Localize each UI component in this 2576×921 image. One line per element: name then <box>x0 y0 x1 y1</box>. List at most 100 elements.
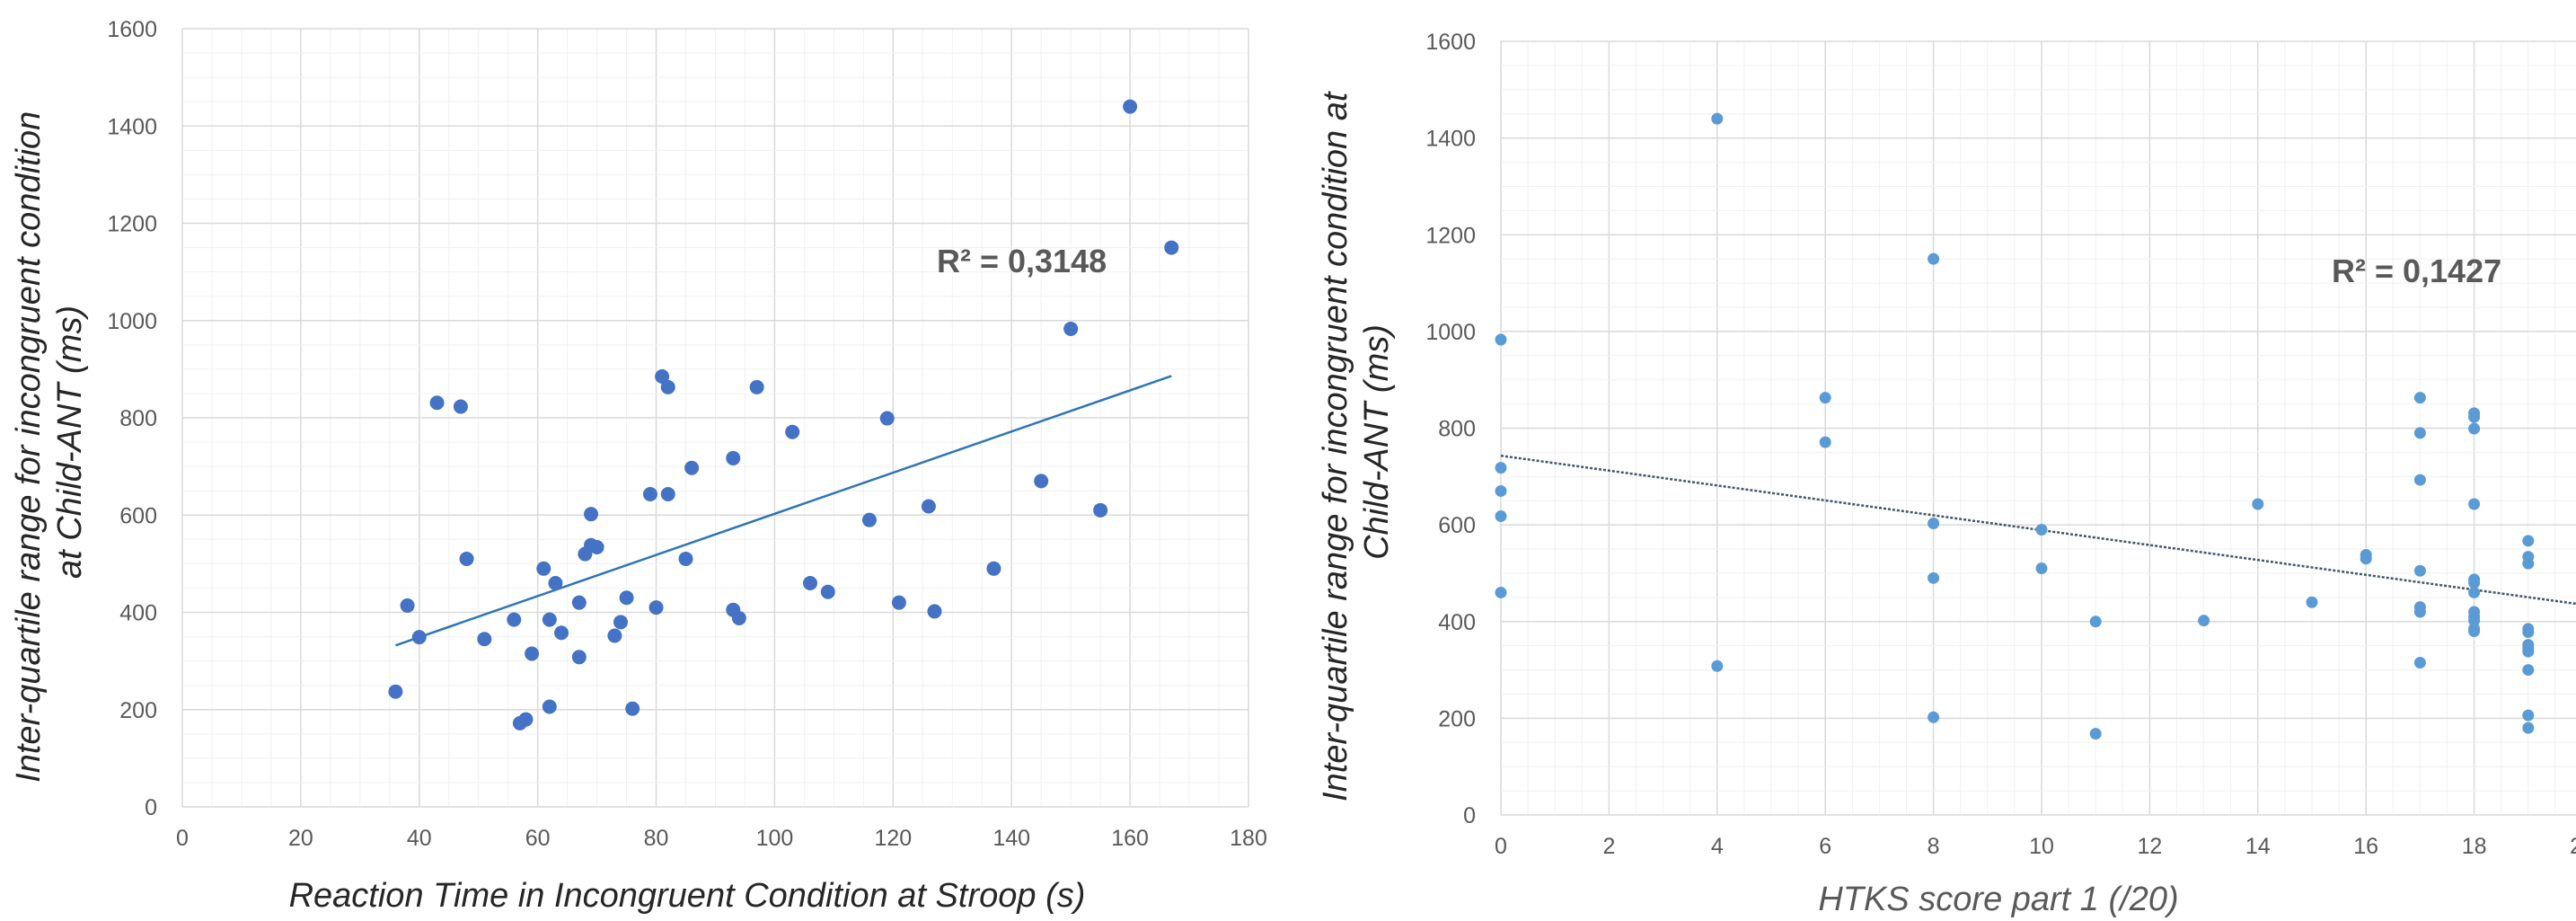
data-point <box>1928 711 1940 723</box>
x-tick-label: 140 <box>992 826 1030 851</box>
gridlines <box>1500 40 2576 816</box>
y-tick-label: 1600 <box>107 17 157 42</box>
x-tick-label: 0 <box>176 826 189 851</box>
data-point <box>2198 615 2210 627</box>
data-points <box>388 99 1179 731</box>
scatter-chart-stroop: Reaction Time in Incongruent Condition a… <box>10 17 1267 915</box>
data-point <box>2413 564 2426 577</box>
data-point <box>642 486 657 501</box>
data-point <box>388 684 403 699</box>
data-point <box>660 486 675 501</box>
x-tick-label: 4 <box>1711 834 1724 859</box>
data-point <box>1928 518 1940 530</box>
data-point <box>986 561 1001 576</box>
data-point <box>1711 660 1724 672</box>
data-point <box>731 610 746 625</box>
x-tick-label: 12 <box>2137 834 2162 859</box>
data-point <box>507 612 522 627</box>
x-tick-label: 40 <box>407 826 432 851</box>
data-point <box>429 395 445 411</box>
y-axis-title-line-1: Inter-quartile range for incongruent con… <box>10 111 48 783</box>
data-point <box>536 561 551 576</box>
data-point <box>2468 411 2481 423</box>
x-tick-label: 16 <box>2353 834 2378 859</box>
data-point <box>400 598 415 613</box>
data-point <box>548 576 563 591</box>
x-tick-label: 14 <box>2245 834 2271 859</box>
x-axis-title: Reaction Time in Incongruent Condition a… <box>289 877 1086 915</box>
y-axis-title-line-1: Inter-quartile range for incongruent con… <box>1317 91 1354 801</box>
data-point <box>1819 436 1831 448</box>
data-point <box>2413 606 2426 618</box>
y-tick-label: 600 <box>119 503 157 528</box>
data-point <box>518 712 534 727</box>
data-point <box>571 650 587 665</box>
x-tick-label: 0 <box>1495 834 1507 859</box>
data-point <box>2413 474 2426 486</box>
y-axis-title-line-2: Child-ANT (ms) <box>1358 324 1396 560</box>
y-axis-title-line-2: at Child-ANT (ms) <box>51 306 89 579</box>
data-point <box>879 411 895 426</box>
x-tick-label: 10 <box>2029 834 2054 859</box>
data-point <box>655 368 670 384</box>
x-tick-label: 20 <box>2570 834 2576 859</box>
data-point <box>625 701 640 716</box>
y-tick-label: 400 <box>1438 610 1476 635</box>
data-point <box>2306 596 2318 608</box>
data-point <box>1034 474 1049 489</box>
x-tick-label: 18 <box>2462 834 2487 859</box>
data-point <box>2522 557 2535 570</box>
x-tick-label: 180 <box>1230 826 1267 851</box>
data-point <box>891 595 906 610</box>
data-points <box>1495 112 2535 740</box>
data-point <box>2468 498 2481 510</box>
data-point <box>607 628 622 643</box>
data-point <box>542 612 557 627</box>
data-point <box>678 551 693 566</box>
data-point <box>554 625 569 641</box>
y-tick-label: 0 <box>145 795 157 820</box>
data-point <box>2468 577 2481 589</box>
data-point <box>1711 112 1724 125</box>
data-point <box>1495 484 1507 497</box>
y-tick-label: 1400 <box>107 114 157 139</box>
y-tick-label: 800 <box>119 406 157 431</box>
data-point <box>589 539 604 554</box>
data-point <box>2468 625 2481 638</box>
data-point <box>2035 562 2048 575</box>
data-point <box>2522 645 2535 658</box>
data-point <box>2468 586 2481 598</box>
data-point <box>2360 553 2372 565</box>
data-point <box>785 424 800 439</box>
data-point <box>1495 462 1507 474</box>
y-tick-label: 1600 <box>1425 30 1476 55</box>
gridlines <box>181 28 1249 808</box>
r-squared-annotation: R² = 0,3148 <box>937 243 1107 279</box>
scatter-chart-htks: HTKS score part 1 (/20) Inter-quartile r… <box>1317 30 2576 918</box>
data-point <box>1093 502 1108 518</box>
data-point <box>459 551 474 566</box>
data-point <box>2252 498 2264 510</box>
x-tick-label: 60 <box>525 826 551 851</box>
data-point <box>613 615 628 630</box>
y-tick-label: 1000 <box>1425 320 1476 345</box>
data-point <box>542 699 557 714</box>
data-point <box>921 499 936 514</box>
data-point <box>2522 535 2535 547</box>
data-point <box>1495 586 1507 598</box>
data-point <box>803 576 818 591</box>
data-point <box>1063 321 1079 336</box>
data-point <box>571 595 587 610</box>
y-tick-label: 1400 <box>1425 127 1476 152</box>
y-axis-title: Inter-quartile range for incongruent con… <box>1317 83 1396 801</box>
data-point <box>2413 656 2426 669</box>
data-point <box>2413 392 2426 404</box>
y-tick-label: 1000 <box>107 309 157 334</box>
data-point <box>2522 626 2535 639</box>
data-point <box>1123 99 1138 114</box>
x-tick-label: 8 <box>1928 834 1940 859</box>
data-point <box>584 507 599 522</box>
data-point <box>2089 728 2102 740</box>
y-axis-title: Inter-quartile range for incongruent con… <box>10 102 89 783</box>
